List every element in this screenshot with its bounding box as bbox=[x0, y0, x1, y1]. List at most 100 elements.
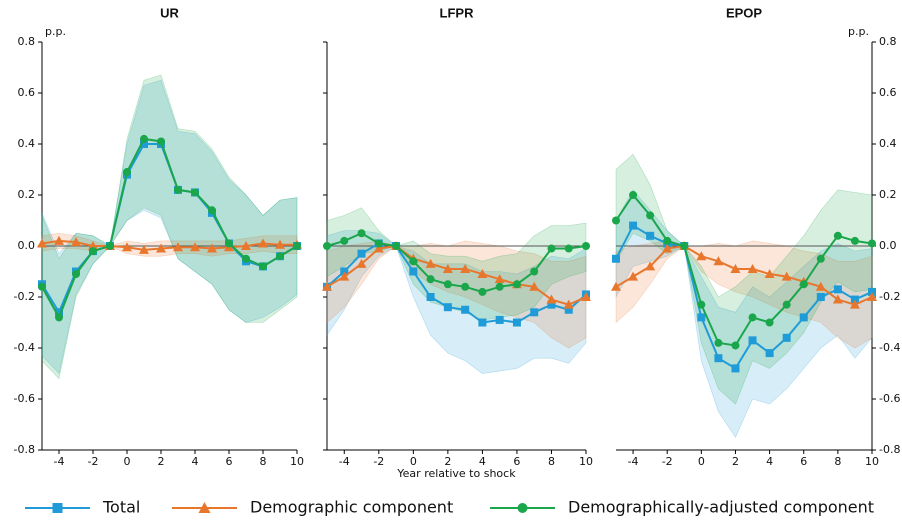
x-tick-label: 0 bbox=[698, 455, 705, 468]
marker bbox=[563, 299, 574, 309]
marker bbox=[714, 354, 723, 363]
marker bbox=[714, 338, 723, 347]
marker bbox=[207, 243, 217, 253]
marker bbox=[356, 258, 367, 268]
marker bbox=[106, 242, 114, 250]
marker bbox=[275, 239, 285, 249]
series-line bbox=[326, 244, 587, 306]
y-tick-label: -0.8 bbox=[14, 443, 35, 456]
marker bbox=[139, 244, 149, 254]
series-line bbox=[615, 193, 873, 347]
series-line bbox=[41, 137, 298, 320]
marker bbox=[425, 258, 436, 268]
legend-label: Total bbox=[102, 498, 140, 517]
confidence-band bbox=[615, 153, 873, 405]
x-tick-label: 6 bbox=[226, 455, 233, 468]
y-axis-label: p.p. bbox=[45, 25, 66, 38]
marker bbox=[546, 294, 557, 304]
confidence-band bbox=[41, 74, 298, 380]
marker bbox=[764, 269, 775, 279]
y-tick-label: -0.4 bbox=[879, 341, 900, 354]
marker bbox=[582, 242, 590, 250]
marker bbox=[276, 252, 284, 261]
marker bbox=[495, 282, 504, 291]
marker bbox=[461, 282, 470, 291]
marker bbox=[850, 236, 859, 245]
marker bbox=[339, 271, 350, 281]
x-tick-label: 4 bbox=[479, 455, 486, 468]
marker bbox=[242, 254, 250, 263]
x-tick-label: 2 bbox=[444, 455, 451, 468]
marker bbox=[374, 239, 383, 248]
marker bbox=[612, 216, 620, 225]
series-line bbox=[41, 239, 297, 251]
marker bbox=[849, 299, 860, 309]
marker bbox=[645, 261, 656, 271]
marker bbox=[140, 140, 148, 148]
confidence-band bbox=[41, 79, 298, 375]
marker bbox=[646, 211, 655, 220]
marker bbox=[612, 254, 620, 263]
marker bbox=[868, 287, 876, 296]
marker bbox=[174, 185, 182, 194]
marker bbox=[323, 242, 331, 250]
marker bbox=[157, 137, 165, 146]
marker bbox=[564, 244, 573, 253]
marker bbox=[461, 305, 470, 314]
marker bbox=[88, 241, 98, 250]
marker bbox=[494, 274, 505, 284]
marker bbox=[748, 336, 757, 345]
x-tick-label: -2 bbox=[88, 455, 99, 468]
marker bbox=[731, 364, 740, 373]
marker bbox=[37, 238, 47, 248]
y-tick-label: 0.4 bbox=[879, 137, 897, 150]
marker bbox=[460, 263, 471, 273]
marker bbox=[123, 168, 131, 177]
marker bbox=[680, 242, 689, 250]
marker bbox=[55, 313, 63, 322]
marker bbox=[629, 221, 638, 230]
marker bbox=[662, 243, 673, 253]
x-tick-label: 2 bbox=[158, 455, 165, 468]
x-tick-label: -2 bbox=[373, 455, 384, 468]
marker bbox=[512, 318, 521, 327]
marker bbox=[190, 242, 200, 252]
legend-label: Demographically-adjusted component bbox=[568, 498, 874, 517]
x-tick-label: -4 bbox=[339, 455, 350, 468]
y-tick-label: 0.2 bbox=[879, 188, 897, 201]
y-tick-label: -0.8 bbox=[879, 443, 900, 456]
marker bbox=[140, 134, 148, 143]
y-tick-label: 0.8 bbox=[879, 35, 897, 48]
marker bbox=[697, 300, 706, 309]
marker bbox=[258, 238, 268, 248]
marker bbox=[495, 315, 504, 324]
marker bbox=[373, 243, 384, 253]
x-tick-label: 0 bbox=[410, 455, 417, 468]
panel-title: UR bbox=[160, 5, 179, 20]
y-tick-label: -0.2 bbox=[14, 290, 35, 303]
x-tick-label: 6 bbox=[800, 455, 807, 468]
marker bbox=[564, 305, 573, 314]
marker bbox=[241, 241, 251, 250]
marker bbox=[799, 280, 808, 289]
marker bbox=[611, 281, 621, 291]
marker bbox=[747, 263, 758, 273]
marker bbox=[208, 206, 216, 215]
x-tick-label: 10 bbox=[579, 455, 593, 468]
y-tick-label: 0.0 bbox=[18, 239, 36, 252]
x-tick-label: 10 bbox=[290, 455, 304, 468]
x-tick-label: 10 bbox=[865, 455, 879, 468]
marker bbox=[443, 303, 452, 312]
y-axis-label: p.p. bbox=[848, 25, 869, 38]
marker bbox=[54, 235, 64, 245]
marker bbox=[697, 313, 706, 322]
x-tick-label: 4 bbox=[192, 455, 199, 468]
marker bbox=[426, 275, 435, 284]
marker bbox=[782, 300, 791, 309]
marker bbox=[646, 231, 655, 240]
legend-marker bbox=[517, 503, 528, 513]
x-tick-label: 4 bbox=[766, 455, 773, 468]
marker bbox=[868, 239, 876, 248]
x-tick-label: 8 bbox=[834, 455, 841, 468]
